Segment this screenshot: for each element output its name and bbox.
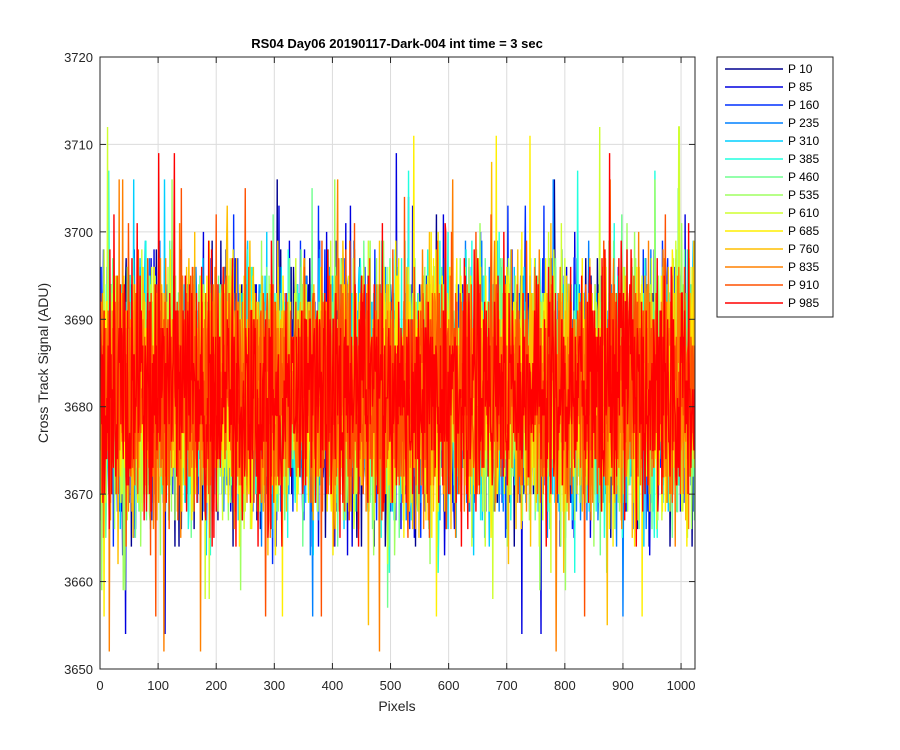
y-tick-label: 3680 (64, 400, 93, 415)
x-tick-label: 0 (96, 678, 103, 693)
legend-label: P 85 (788, 80, 813, 94)
x-tick-label: 1000 (667, 678, 696, 693)
x-tick-label: 800 (554, 678, 576, 693)
legend-label: P 10 (788, 62, 813, 76)
legend-label: P 760 (788, 242, 819, 256)
x-tick-label: 700 (496, 678, 518, 693)
legend-label: P 685 (788, 224, 819, 238)
ticks: 0 100 200 300 400 500 600 700 800 900 1000 3650 3660… (64, 50, 695, 693)
y-tick-label: 3650 (64, 662, 93, 677)
x-tick-label: 400 (322, 678, 344, 693)
y-axis-title: Cross Track Signal (ADU) (35, 283, 51, 443)
series-layer (100, 126, 695, 652)
legend-label: P 910 (788, 278, 819, 292)
y-tick-label: 3710 (64, 137, 93, 152)
x-tick-label: 600 (438, 678, 460, 693)
y-tick-label: 3690 (64, 312, 93, 327)
legend-label: P 385 (788, 152, 819, 166)
x-tick-label: 500 (380, 678, 402, 693)
y-tick-label: 3720 (64, 50, 93, 65)
legend: P 10 P 85 P 160 P 235 P 310 P 385 P 460 P 535 P … (716, 56, 834, 318)
y-tick-label: 3700 (64, 225, 93, 240)
legend-label: P 535 (788, 188, 819, 202)
plot-frame (99, 56, 696, 670)
x-tick-label: 200 (205, 678, 227, 693)
legend-box (716, 56, 834, 318)
series-line-p-985 (100, 153, 695, 547)
legend-label: P 310 (788, 134, 819, 148)
legend-label: P 160 (788, 98, 819, 112)
legend-label: P 610 (788, 206, 819, 220)
y-tick-label: 3670 (64, 487, 93, 502)
legend-label: P 235 (788, 116, 819, 130)
x-tick-label: 900 (612, 678, 634, 693)
x-axis-title: Pixels (378, 698, 415, 714)
chart-title: RS04 Day06 20190117-Dark-004 int time = … (251, 36, 543, 51)
legend-label: P 460 (788, 170, 819, 184)
y-tick-label: 3660 (64, 575, 93, 590)
legend-label: P 985 (788, 296, 819, 310)
x-tick-label: 300 (263, 678, 285, 693)
x-tick-label: 100 (147, 678, 169, 693)
legend-label: P 835 (788, 260, 819, 274)
